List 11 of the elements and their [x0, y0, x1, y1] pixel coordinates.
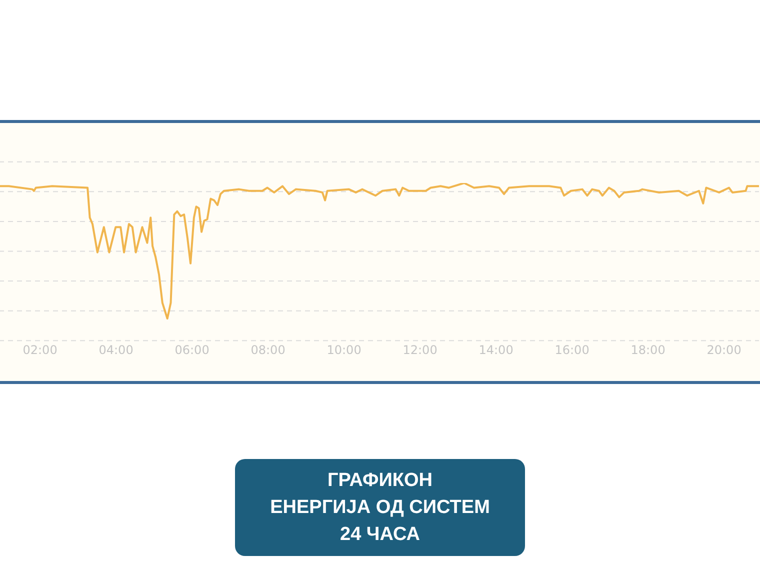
x-tick-label: 20:00: [706, 342, 742, 357]
x-tick-label: 16:00: [554, 342, 590, 357]
x-tick-label: 08:00: [250, 342, 286, 357]
x-tick-label: 18:00: [630, 342, 666, 357]
x-tick-label: 12:00: [402, 342, 438, 357]
text: ГРАФИКОН ЕНЕРГИЈА ОД СИСТЕМ 24 ЧАСА: [269, 469, 491, 547]
x-tick-label: 14:00: [478, 342, 514, 357]
x-tick-label: 06:00: [174, 342, 210, 357]
x-tick-label: 04:00: [98, 342, 134, 357]
x-tick-label: 02:00: [22, 342, 58, 357]
x-tick-label: 10:00: [326, 342, 362, 357]
